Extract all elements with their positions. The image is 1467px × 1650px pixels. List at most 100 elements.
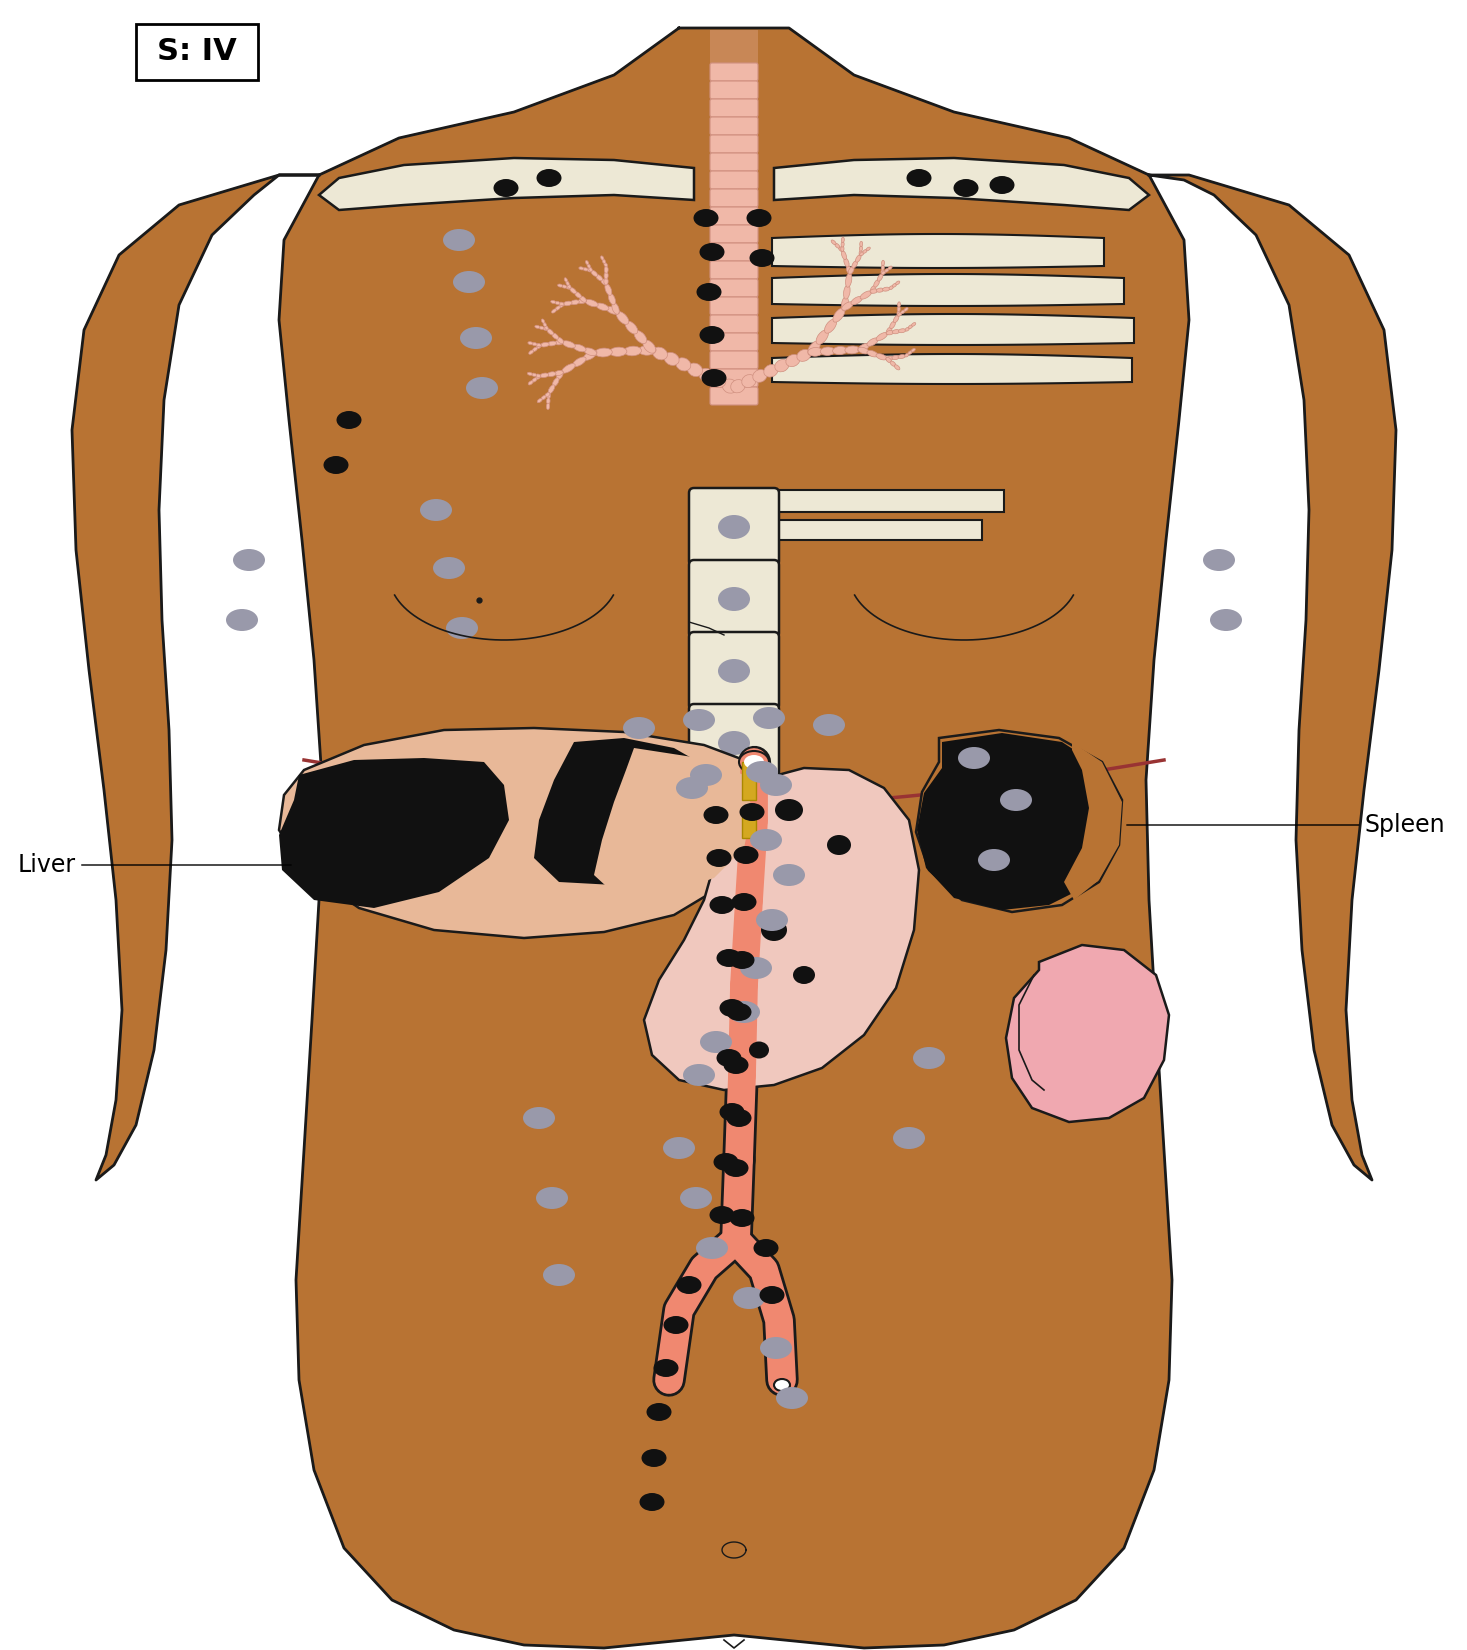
Ellipse shape: [623, 346, 641, 356]
Ellipse shape: [739, 804, 764, 822]
Ellipse shape: [665, 353, 679, 365]
Ellipse shape: [684, 1064, 714, 1086]
Ellipse shape: [808, 348, 823, 356]
Ellipse shape: [797, 350, 811, 361]
Ellipse shape: [835, 243, 839, 248]
Ellipse shape: [842, 302, 854, 310]
Ellipse shape: [524, 1107, 555, 1129]
Ellipse shape: [728, 1002, 760, 1023]
FancyBboxPatch shape: [710, 81, 758, 99]
Ellipse shape: [584, 350, 597, 360]
Ellipse shape: [553, 378, 559, 386]
Ellipse shape: [535, 375, 541, 380]
Ellipse shape: [700, 243, 725, 261]
Ellipse shape: [877, 274, 883, 281]
Polygon shape: [1006, 945, 1169, 1122]
FancyBboxPatch shape: [710, 388, 758, 404]
Ellipse shape: [855, 254, 861, 262]
Ellipse shape: [731, 380, 745, 393]
Ellipse shape: [585, 261, 588, 264]
Ellipse shape: [540, 373, 549, 378]
Ellipse shape: [557, 337, 563, 343]
FancyBboxPatch shape: [710, 172, 758, 190]
Ellipse shape: [882, 269, 885, 274]
FancyBboxPatch shape: [710, 315, 758, 333]
Ellipse shape: [1000, 789, 1031, 812]
FancyBboxPatch shape: [710, 206, 758, 224]
Ellipse shape: [604, 277, 609, 285]
Ellipse shape: [541, 318, 544, 323]
Ellipse shape: [528, 342, 533, 345]
Text: Spleen: Spleen: [1127, 813, 1445, 837]
Ellipse shape: [528, 350, 534, 355]
Ellipse shape: [544, 325, 549, 330]
Ellipse shape: [716, 949, 741, 967]
Ellipse shape: [898, 312, 902, 317]
Ellipse shape: [888, 266, 892, 269]
Ellipse shape: [739, 751, 769, 772]
Ellipse shape: [563, 302, 572, 305]
Ellipse shape: [846, 266, 852, 274]
Ellipse shape: [734, 1287, 764, 1308]
Polygon shape: [318, 158, 694, 210]
Ellipse shape: [911, 322, 915, 327]
Ellipse shape: [845, 272, 852, 287]
Ellipse shape: [760, 1285, 785, 1304]
Ellipse shape: [892, 284, 896, 287]
Ellipse shape: [895, 365, 899, 370]
Ellipse shape: [717, 731, 750, 756]
Ellipse shape: [704, 805, 729, 823]
Ellipse shape: [816, 330, 829, 345]
FancyBboxPatch shape: [710, 153, 758, 172]
Ellipse shape: [433, 558, 465, 579]
Ellipse shape: [603, 259, 606, 264]
Ellipse shape: [978, 850, 1009, 871]
Ellipse shape: [744, 756, 764, 769]
Ellipse shape: [578, 299, 587, 304]
Ellipse shape: [898, 302, 901, 307]
Ellipse shape: [700, 1031, 732, 1053]
Ellipse shape: [750, 249, 775, 267]
Ellipse shape: [895, 280, 899, 285]
Ellipse shape: [858, 346, 868, 355]
Ellipse shape: [701, 370, 726, 388]
Polygon shape: [279, 728, 756, 937]
Ellipse shape: [420, 498, 452, 521]
FancyBboxPatch shape: [710, 279, 758, 297]
Ellipse shape: [453, 271, 486, 294]
Ellipse shape: [555, 302, 560, 305]
Ellipse shape: [710, 373, 726, 388]
Ellipse shape: [695, 1238, 728, 1259]
Ellipse shape: [908, 325, 912, 328]
Ellipse shape: [905, 353, 910, 356]
Ellipse shape: [848, 267, 854, 274]
Ellipse shape: [565, 277, 568, 282]
Ellipse shape: [827, 835, 851, 855]
Ellipse shape: [750, 1041, 769, 1059]
Ellipse shape: [890, 361, 896, 366]
FancyBboxPatch shape: [710, 351, 758, 370]
Ellipse shape: [601, 279, 607, 285]
Ellipse shape: [886, 327, 892, 335]
Ellipse shape: [533, 346, 537, 351]
Ellipse shape: [612, 302, 619, 314]
Ellipse shape: [717, 658, 750, 683]
Ellipse shape: [860, 241, 863, 247]
Ellipse shape: [643, 340, 656, 353]
Polygon shape: [1149, 175, 1397, 1180]
Ellipse shape: [717, 515, 750, 540]
Ellipse shape: [710, 896, 735, 914]
Ellipse shape: [233, 549, 266, 571]
Ellipse shape: [870, 289, 877, 294]
Ellipse shape: [753, 370, 767, 383]
Ellipse shape: [537, 398, 543, 403]
Ellipse shape: [596, 304, 609, 310]
Ellipse shape: [726, 1003, 751, 1021]
Ellipse shape: [625, 322, 638, 333]
Ellipse shape: [753, 706, 785, 729]
Ellipse shape: [609, 346, 626, 356]
Ellipse shape: [820, 346, 835, 355]
FancyBboxPatch shape: [689, 632, 779, 710]
FancyBboxPatch shape: [710, 63, 758, 81]
Polygon shape: [769, 520, 981, 540]
